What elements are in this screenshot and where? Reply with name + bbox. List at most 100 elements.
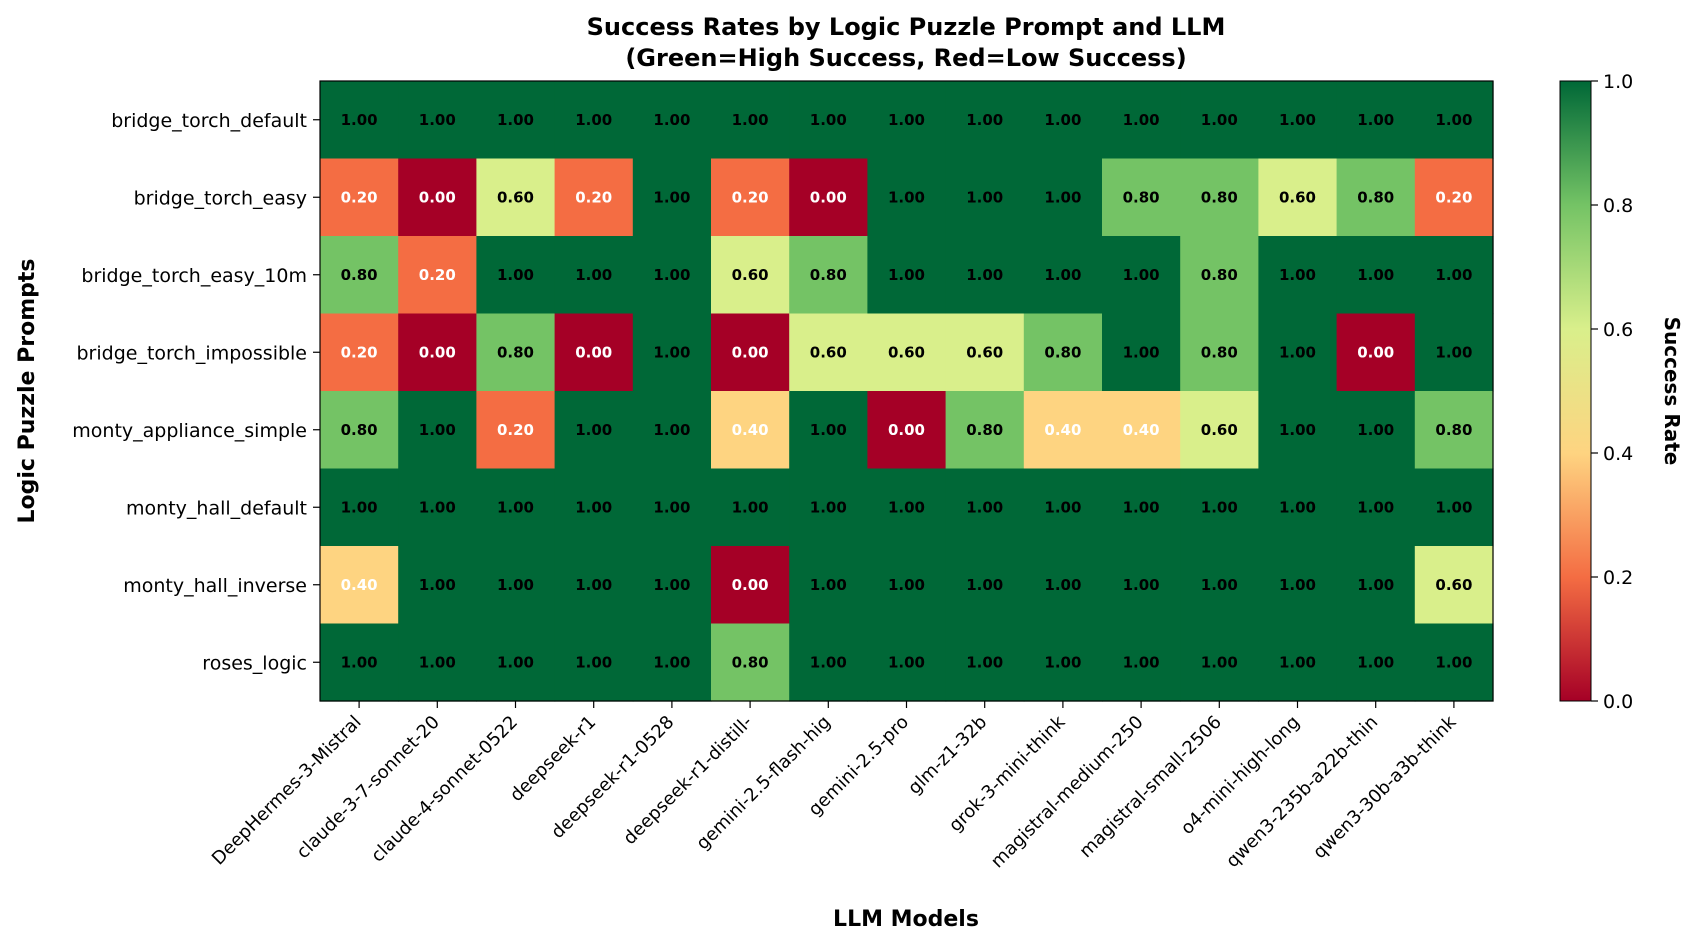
cell-value-label: 0.20	[497, 421, 534, 439]
heatmap-cell	[789, 81, 868, 160]
cell-value-label: 1.00	[810, 421, 847, 439]
cell-value-label: 1.00	[1201, 498, 1238, 516]
heatmap-cell	[320, 546, 399, 625]
cell-value-label: 1.00	[497, 498, 534, 516]
x-tick-label: glm-z1-32b	[904, 712, 991, 799]
heatmap-cell	[711, 623, 790, 702]
cell-value-label: 0.60	[1279, 188, 1316, 206]
cell-value-label: 1.00	[1435, 343, 1472, 361]
cell-value-label: 1.00	[810, 653, 847, 671]
cell-value-label: 1.00	[653, 266, 690, 284]
heatmap-cell	[945, 158, 1025, 237]
cell-value-label: 0.80	[1357, 188, 1394, 206]
heatmap-cell	[476, 158, 556, 237]
cell-value-label: 0.80	[341, 266, 378, 284]
cell-value-label: 1.00	[653, 498, 690, 516]
heatmap-cell	[320, 236, 399, 315]
heatmap-cell	[711, 81, 790, 160]
cell-value-label: 0.80	[1435, 421, 1472, 439]
heatmap-cell	[789, 468, 868, 547]
heatmap-cell	[1414, 236, 1494, 315]
heatmap-cell	[711, 468, 790, 547]
heatmap-cell	[1102, 546, 1181, 625]
cell-value-label: 0.00	[810, 188, 847, 206]
x-tick-label: deepseek-r1-distill-	[619, 712, 756, 849]
heatmap-cell	[320, 81, 399, 160]
colorbar-ticks: 0.0 0.2 0.4 0.6 0.8 1.0	[1591, 71, 1633, 713]
heatmap-cell	[1180, 236, 1259, 315]
heatmap-cell	[1414, 313, 1494, 392]
heatmap-cell	[554, 546, 634, 625]
cell-value-label: 1.00	[1201, 111, 1238, 129]
cell-value-label: 1.00	[966, 111, 1003, 129]
cell-value-label: 0.60	[732, 266, 769, 284]
colorbar-tick-label: 1.0	[1603, 71, 1633, 93]
cell-value-label: 1.00	[653, 111, 690, 129]
colorbar	[1559, 80, 1592, 702]
heatmap-cell	[476, 81, 556, 160]
cell-value-label: 0.00	[888, 421, 925, 439]
cell-value-label: 1.00	[966, 188, 1003, 206]
heatmap-cell	[711, 313, 790, 392]
heatmap-cell	[1023, 313, 1103, 392]
cell-value-label: 1.00	[888, 266, 925, 284]
heatmap-cell	[632, 81, 712, 160]
cell-value-label: 1.00	[497, 266, 534, 284]
cell-value-label: 1.00	[810, 111, 847, 129]
heatmap-cell	[789, 391, 868, 470]
cell-value-label: 1.00	[497, 576, 534, 594]
cell-value-label: 1.00	[575, 576, 612, 594]
heatmap-cell	[1336, 158, 1416, 237]
heatmap-cell	[1336, 623, 1416, 702]
heatmap-cell	[1414, 391, 1494, 470]
chart-title-line-2: (Green=High Success, Red=Low Success)	[625, 44, 1186, 72]
heatmap-cell	[789, 546, 868, 625]
cell-value-label: 1.00	[888, 653, 925, 671]
cell-value-label: 1.00	[1123, 266, 1160, 284]
cell-value-label: 0.80	[1201, 188, 1238, 206]
heatmap-cell	[945, 313, 1025, 392]
heatmap-cell	[1023, 623, 1103, 702]
heatmap-cell	[867, 468, 947, 547]
cell-value-label: 1.00	[1123, 653, 1160, 671]
cell-value-label: 0.40	[1123, 421, 1160, 439]
heatmap-cell	[554, 236, 634, 315]
heatmap-cell	[867, 546, 947, 625]
heatmap-cell	[1336, 468, 1416, 547]
heatmap-cell	[789, 236, 868, 315]
heatmap-cell	[632, 391, 712, 470]
heatmap-cell	[1180, 546, 1259, 625]
y-tick-label: monty_hall_inverse	[123, 575, 307, 597]
heatmap-cell	[1336, 546, 1416, 625]
colorbar-tick-label: 0.8	[1603, 195, 1633, 217]
cell-value-label: 0.80	[497, 343, 534, 361]
cell-value-label: 1.00	[575, 111, 612, 129]
cell-value-label: 0.20	[341, 188, 378, 206]
heatmap-cell	[1336, 313, 1416, 392]
heatmap-cell	[711, 236, 790, 315]
cell-value-label: 1.00	[1435, 653, 1472, 671]
cell-value-label: 1.00	[810, 498, 847, 516]
heatmap-cell	[1102, 623, 1181, 702]
cell-value-label: 1.00	[419, 653, 456, 671]
heatmap-cell	[398, 623, 477, 702]
cell-value-label: 1.00	[888, 498, 925, 516]
cell-value-label: 0.20	[732, 188, 769, 206]
cell-value-label: 1.00	[1044, 653, 1081, 671]
cell-value-label: 1.00	[1123, 343, 1160, 361]
cell-value-label: 1.00	[1201, 576, 1238, 594]
cell-value-label: 1.00	[1435, 111, 1472, 129]
heatmap-cell	[1023, 391, 1103, 470]
cell-value-label: 1.00	[1201, 653, 1238, 671]
colorbar-tick-label: 0.4	[1603, 443, 1633, 465]
cell-value-label: 1.00	[888, 111, 925, 129]
cell-value-label: 1.00	[653, 576, 690, 594]
cell-value-label: 1.00	[419, 111, 456, 129]
y-tick-label: roses_logic	[202, 652, 307, 674]
heatmap-cell	[1023, 546, 1103, 625]
cell-value-label: 1.00	[966, 653, 1003, 671]
heatmap-cell	[1414, 158, 1494, 237]
cell-value-label: 1.00	[575, 421, 612, 439]
cell-value-label: 1.00	[1123, 111, 1160, 129]
